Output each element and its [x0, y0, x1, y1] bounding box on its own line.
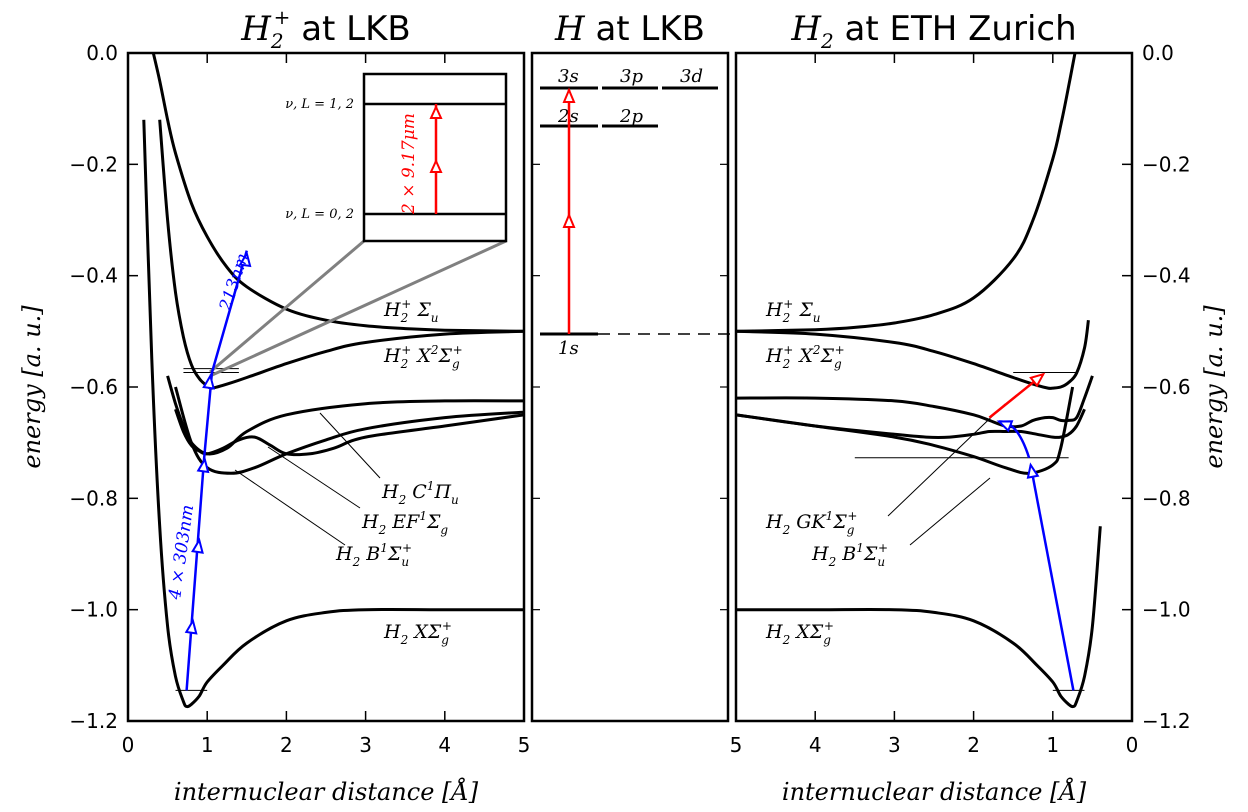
curve-label-c1pi: H2 C1Πu	[381, 479, 459, 507]
uv-laser-line-right	[1029, 464, 1075, 691]
x-tick-label: 5	[730, 733, 743, 757]
h-arrowhead-1	[562, 87, 576, 103]
x-tick-label: 1	[1046, 733, 1059, 757]
x-tick-label: 3	[359, 733, 372, 757]
panel-middle-frame	[530, 51, 730, 723]
y-tick-label: −0.8	[1142, 486, 1191, 510]
leader-c1pi	[319, 412, 381, 479]
right-laser-paths	[988, 372, 1075, 691]
y-tick-label: −1.0	[1142, 598, 1191, 622]
curve-0	[736, 53, 1077, 333]
panel-left-ticks: 0 1 2 3 4 5 0.0 −0.2 −0.4 −0.6 −0.8 −1.0 −1.2	[69, 41, 530, 757]
y-tick-label: −0.2	[1142, 152, 1191, 176]
curve-2	[736, 375, 1094, 429]
panel-right-curves	[736, 53, 1102, 709]
panel-right: 5 4 3 2 1 0 0.0 −0.2 −0.4 −0.6 −0.8 −1.0 −1.2 H2+ Σu…	[730, 41, 1191, 757]
y-tick-label: −0.4	[1142, 264, 1191, 288]
inset-connector-1	[209, 239, 365, 374]
uv-arrowhead	[202, 373, 216, 390]
curve-label-sigma-u-right: H2+ Σu	[765, 297, 821, 325]
inset-connector-2	[209, 239, 507, 378]
x-tick-label: 4	[438, 733, 451, 757]
x-tick-label: 2	[967, 733, 980, 757]
curve-label-xsigma-right: H2 XΣg+	[765, 619, 834, 647]
y-tick-label: −1.2	[1142, 709, 1191, 733]
curve-3	[736, 408, 1086, 439]
panel-middle-ticks	[532, 52, 728, 722]
ir-arrowhead-right	[1029, 372, 1046, 388]
uv-arrowhead-right	[1026, 462, 1040, 479]
curve-4	[174, 386, 524, 475]
level-label-2p: 2p	[619, 106, 643, 127]
curve-0	[151, 53, 524, 333]
panel-left: 0 1 2 3 4 50.0−0.2−0.4−0.6−0.8−1.0−1.2 213nm …	[69, 41, 530, 757]
y-tick-label: −0.6	[69, 375, 118, 399]
uv-laser-path	[184, 250, 252, 691]
uv-arrowhead	[184, 618, 198, 635]
curve-label-x2sigma: H2+ X2Σg+	[383, 343, 463, 371]
title-middle: H at LKB	[554, 9, 705, 49]
curve-label-xsigma: H2 XΣg+	[383, 619, 452, 647]
leader-b1sigma-right	[909, 477, 991, 546]
uv-laser-line	[185, 250, 249, 691]
level-label-3d: 3d	[680, 66, 703, 87]
curve-label-b1sigma-right: H2 B1Σu+	[811, 541, 888, 569]
y-tick-label: −0.8	[69, 486, 118, 510]
y-tick-label: −0.2	[69, 152, 118, 176]
level-label-3s: 3s	[558, 66, 579, 87]
title-right: H2 at ETH Zurich	[790, 9, 1076, 53]
panel-right-vibrational-levels	[854, 372, 1085, 691]
uv-arrowhead	[238, 250, 252, 268]
y-tick-label: −0.4	[69, 264, 118, 288]
x-axis-label-right: internuclear distance [Å]	[782, 777, 1087, 806]
curve-1	[736, 320, 1090, 390]
inset-arrowhead-2	[429, 158, 443, 173]
y-tick-label: −1.0	[69, 598, 118, 622]
y-axis-label-right: energy [a. u.]	[1200, 305, 1228, 469]
curve-label-gk1sigma: H2 GK1Σg+	[765, 509, 857, 537]
inset-label-lower: ν, L = 0, 2	[285, 207, 354, 222]
x-tick-label: 4	[809, 733, 822, 757]
curve-label-b1sigma: H2 B1Σu+	[335, 541, 412, 569]
level-label-3p: 3p	[620, 66, 643, 87]
y-tick-label: 0.0	[1142, 41, 1174, 65]
y-tick-label: −0.6	[1142, 375, 1191, 399]
inset-red-label: 2 × 9.17μm	[399, 113, 419, 215]
uv-arrowhead-right-2	[996, 420, 1014, 433]
x-tick-label: 2	[280, 733, 293, 757]
curve-label-ef1sigma: H2 EF1Σg	[361, 509, 448, 537]
panel-right-ticks: 5 4 3 2 1 0 0.0 −0.2 −0.4 −0.6 −0.8 −1.0 −1.2	[730, 41, 1191, 757]
h-arrowhead-2	[562, 212, 576, 228]
leader-b1sigma	[234, 469, 346, 546]
curve-2	[166, 375, 524, 456]
x-axis-label-left: internuclear distance [Å]	[174, 777, 479, 806]
inset-label-upper: ν, L = 1, 2	[285, 97, 354, 112]
curve-label-x2sigma-right: H2+ X2Σg+	[765, 343, 845, 371]
x-tick-label: 0	[1126, 733, 1139, 757]
panel-middle: 3s 3p 3d 2s 2p 1s	[530, 51, 730, 723]
y-axis-label-left: energy [a. u.]	[18, 305, 46, 469]
uv-arrowhead	[196, 456, 210, 474]
inset-arrowhead-1	[429, 104, 443, 119]
curve-5	[736, 526, 1102, 709]
y-tick-label: −1.2	[69, 709, 118, 733]
leader-gk1sigma	[887, 403, 1006, 517]
x-tick-label: 1	[201, 733, 214, 757]
x-tick-label: 5	[518, 733, 531, 757]
level-label-1s: 1s	[558, 338, 579, 359]
curve-4	[736, 386, 1075, 475]
x-tick-label: 3	[888, 733, 901, 757]
uv-arrowhead	[191, 537, 204, 554]
panel-left-curves	[142, 53, 524, 709]
y-tick-label: 0.0	[86, 41, 118, 65]
curve-5	[142, 119, 524, 709]
x-tick-label: 0	[122, 733, 135, 757]
leader-ef1sigma	[267, 446, 361, 509]
curve-label-sigma-u: H2+ Σu	[383, 297, 439, 325]
title-left: H2+ at LKB	[240, 5, 411, 53]
